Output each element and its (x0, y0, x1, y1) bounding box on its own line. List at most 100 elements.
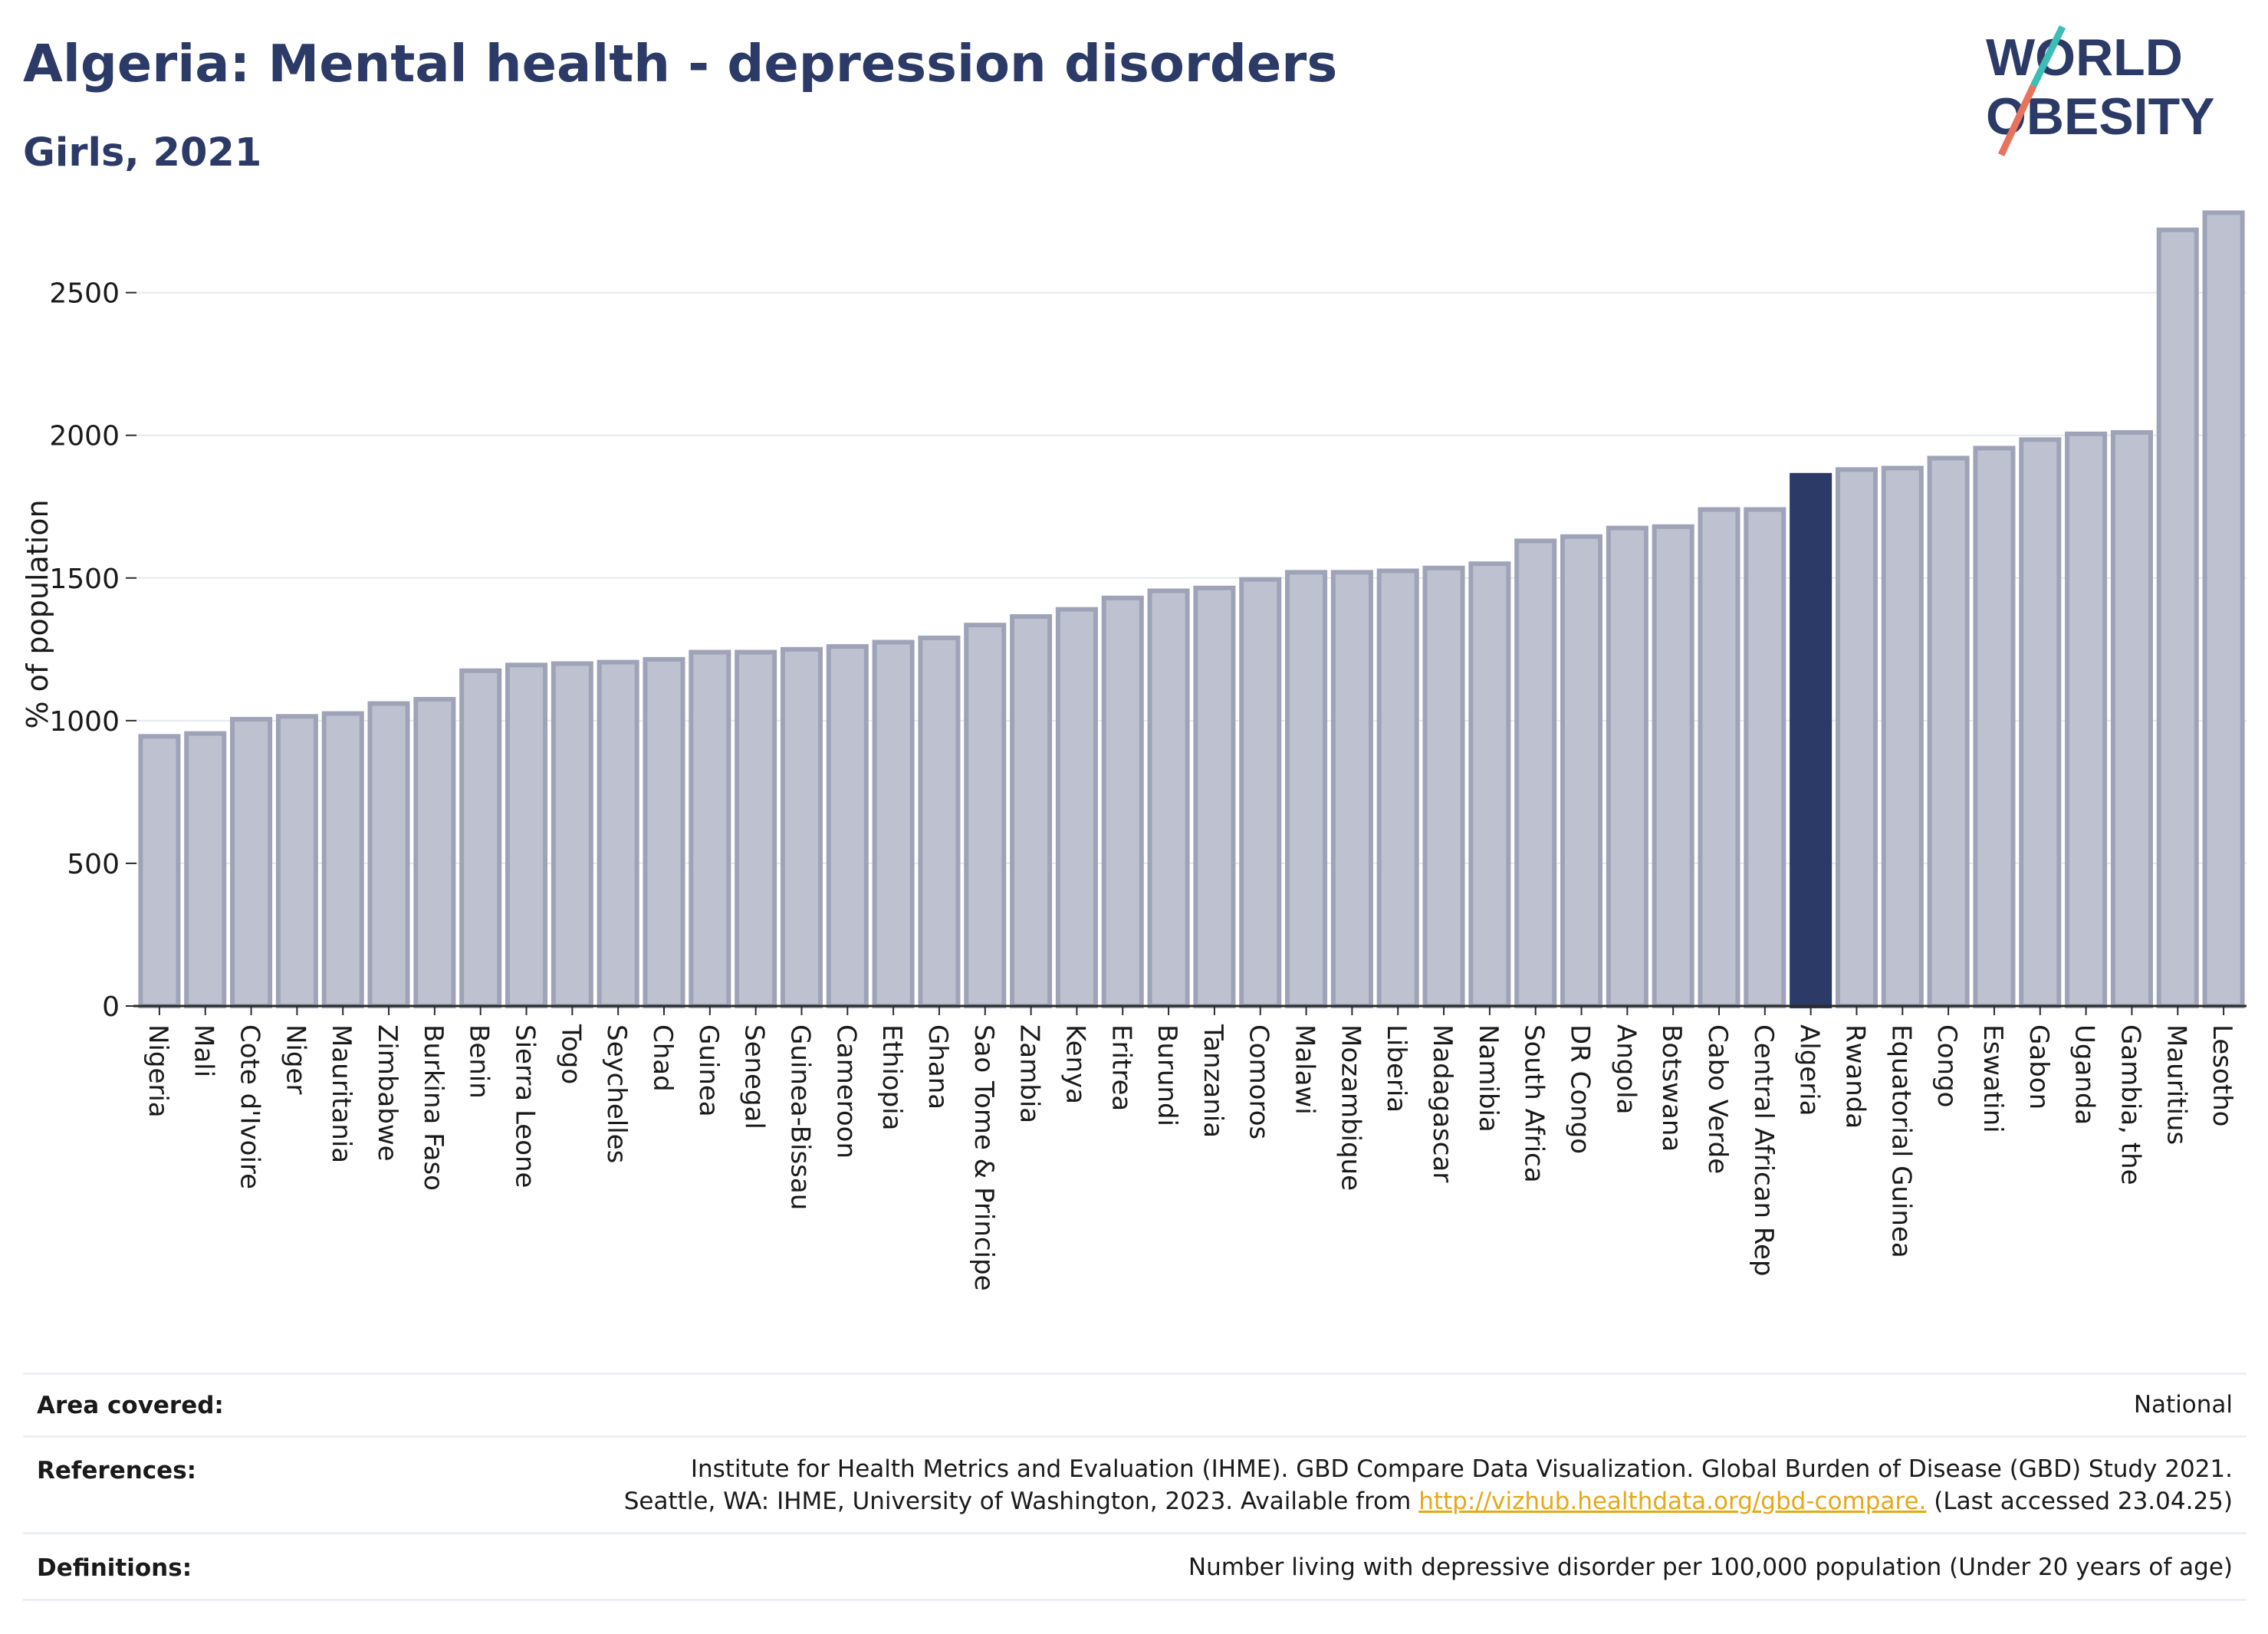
x-tick-label: Chad (647, 1024, 678, 1092)
references-line-2-pre: Seattle, WA: IHME, University of Washing… (623, 1488, 1419, 1515)
bar-seychelles (597, 659, 639, 1008)
bar-tanzania (1193, 585, 1236, 1008)
bar-eritrea (1101, 595, 1144, 1008)
bar-mauritius (2156, 227, 2199, 1008)
x-tick-label: Zimbabwe (372, 1024, 403, 1162)
bar-sierra-leone (505, 662, 548, 1009)
x-tick-label: Mozambique (1335, 1024, 1366, 1191)
x-tick-label: Cabo Verde (1702, 1024, 1733, 1174)
bar-chart: 0 500 1000 1500 2000 2500 Nigeria Mali Cote d'I… (21, 210, 2247, 1291)
bar-equatorial-guinea (1881, 465, 1924, 1008)
x-tick-label: Kenya (1060, 1024, 1090, 1104)
bar-dr-congo (1560, 534, 1603, 1008)
x-tick-label: Rwanda (1839, 1024, 1870, 1129)
bar-gabon (2019, 437, 2062, 1008)
x-tick-label: Tanzania (1198, 1024, 1228, 1138)
x-tick-label: Central African Rep (1748, 1024, 1779, 1277)
references-line-2: Seattle, WA: IHME, University of Washing… (624, 1485, 2233, 1517)
y-tick-label: 2000 (49, 421, 120, 452)
x-tick-label: Algeria (1794, 1024, 1825, 1116)
x-tick-label: Eritrea (1106, 1024, 1136, 1111)
bar-comoros (1239, 577, 1282, 1008)
bar-eswatini (1973, 445, 2016, 1008)
bar-gambia-the (2110, 429, 2153, 1008)
x-tick-label: Burundi (1152, 1024, 1182, 1126)
y-tick-label: 500 (67, 849, 120, 880)
x-tick-label: Gambia, the (2115, 1024, 2145, 1185)
bar-togo (551, 661, 593, 1009)
x-tick-label: Togo (555, 1024, 586, 1084)
definitions-row: Definitions: Number living with depressi… (23, 1532, 2247, 1601)
area-covered-row: Area covered: National (23, 1373, 2247, 1436)
area-covered-label: Area covered: (37, 1392, 224, 1419)
bar-nigeria (138, 734, 181, 1008)
x-tick-label: Niger (280, 1024, 311, 1094)
x-tick-label: Comoros (1244, 1024, 1274, 1139)
bar-rwanda (1835, 467, 1878, 1008)
chart-subtitle: Girls, 2021 (23, 130, 262, 176)
logo-text-world: WORLD (1986, 28, 2183, 87)
bar-cameroon (826, 644, 869, 1008)
x-tick-label: Senegal (739, 1024, 770, 1129)
y-axis-ticks: 0 500 1000 1500 2000 2500 (49, 278, 136, 1023)
x-tick-label: Mauritania (326, 1024, 357, 1163)
y-tick-label: 1500 (49, 564, 120, 595)
references-label: References: (37, 1457, 197, 1484)
bar-malawi (1285, 570, 1328, 1008)
bar-south-africa (1514, 538, 1557, 1008)
x-tick-label: Seychelles (601, 1024, 632, 1163)
bar-central-african-rep (1744, 507, 1786, 1008)
references-link[interactable]: http://vizhub.healthdata.org/gbd-compare… (1418, 1488, 1927, 1515)
x-tick-label: Cameroon (830, 1024, 861, 1159)
x-tick-label: Sierra Leone (510, 1024, 541, 1188)
area-covered-value: National (2133, 1391, 2233, 1419)
x-tick-label: Mali (189, 1024, 219, 1077)
bar-algeria (1790, 472, 1832, 1008)
bar-ethiopia (872, 639, 915, 1009)
bar-sao-tome-principe (964, 623, 1007, 1008)
references-text: Institute for Health Metrics and Evaluat… (624, 1453, 2233, 1517)
bars (138, 210, 2245, 1009)
references-row: References: Institute for Health Metrics… (23, 1435, 2247, 1533)
bar-liberia (1376, 568, 1419, 1008)
bar-madagascar (1422, 565, 1465, 1008)
bar-mozambique (1330, 570, 1373, 1008)
references-line-1: Institute for Health Metrics and Evaluat… (690, 1455, 2233, 1483)
bar-guinea-bissau (780, 646, 823, 1008)
logo-slash-top (2030, 25, 2066, 87)
bar-mali (184, 731, 227, 1008)
bar-zambia (1010, 614, 1053, 1009)
bar-benin (459, 668, 502, 1008)
bar-namibia (1468, 561, 1511, 1008)
definitions-label: Definitions: (37, 1554, 192, 1582)
bar-ghana (918, 635, 961, 1009)
bar-burundi (1147, 588, 1190, 1008)
bar-lesotho (2202, 210, 2245, 1008)
bar-mauritania (321, 711, 364, 1009)
bar-chad (643, 656, 685, 1008)
x-tick-label: Guinea-Bissau (784, 1024, 815, 1210)
definitions-value: Number living with depressive disorder p… (1188, 1553, 2233, 1581)
bar-guinea (689, 649, 731, 1008)
y-tick-label: 0 (102, 991, 120, 1023)
x-tick-label: Equatorial Guinea (1885, 1024, 1916, 1258)
x-tick-label: Sao Tome & Principe (968, 1024, 999, 1291)
x-tick-label: Gabon (2023, 1024, 2054, 1110)
logo-slash-bottom (1997, 84, 2037, 156)
x-axis-ticks: Nigeria Mali Cote d'Ivoire Niger Mauritania Z… (143, 1006, 2237, 1291)
bar-botswana (1652, 524, 1694, 1008)
x-tick-label: Lesotho (2207, 1024, 2237, 1126)
x-tick-label: Angola (1610, 1024, 1641, 1114)
x-tick-label: Mauritius (2161, 1024, 2191, 1145)
world-obesity-logo: WORLD OBESITY (1986, 25, 2215, 156)
x-tick-label: Botswana (1656, 1024, 1687, 1152)
x-tick-label: Uganda (2069, 1024, 2100, 1125)
x-tick-label: Congo (1931, 1024, 1962, 1107)
x-tick-label: Burkina Faso (418, 1024, 449, 1191)
x-tick-label: Guinea (693, 1024, 724, 1117)
bar-niger (275, 714, 318, 1009)
x-tick-label: Cote d'Ivoire (235, 1024, 265, 1189)
bar-angola (1606, 525, 1648, 1008)
chart-title: Algeria: Mental health - depression diso… (23, 34, 1338, 94)
x-tick-label: Eswatini (1977, 1024, 2008, 1133)
